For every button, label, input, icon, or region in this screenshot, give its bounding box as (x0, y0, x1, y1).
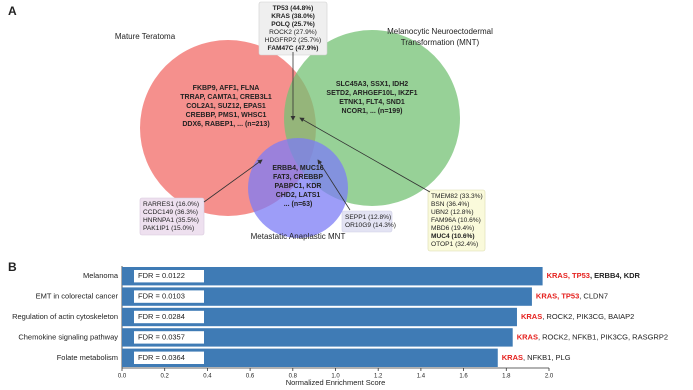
gene-segment: KRAS (521, 312, 542, 321)
gene-item: ROCK2 (27.9%) (269, 29, 317, 36)
category-label: Chemokine signaling pathway (18, 332, 118, 341)
gene-segment: KRAS, TP53 (547, 271, 590, 280)
x-tick-label: 0.6 (246, 374, 255, 380)
gene-box (427, 189, 486, 252)
gene-label: KRAS, TP53, CLDN7 (536, 292, 608, 301)
gene-item: CCDC149 (36.3%) (143, 209, 198, 216)
set-name: Metastatic Anaplastic MNT (251, 232, 346, 241)
x-tick-label: 0.8 (289, 374, 298, 380)
x-tick-label: 1.6 (459, 374, 468, 380)
gene-list: NCOR1, ... (n=199) (342, 108, 403, 115)
gene-list: ERBB4, MUC16 (272, 165, 323, 172)
set-name: Transformation (MNT) (401, 38, 480, 47)
x-tick-label: 0.4 (203, 374, 212, 380)
gene-segment: , ROCK2, PIK3CG, BAIAP2 (542, 312, 634, 321)
gene-segment: KRAS (517, 332, 538, 341)
fdr-box (134, 270, 204, 283)
fdr-box (134, 290, 204, 303)
gene-label: KRAS, TP53, ERBB4, KDR (547, 271, 641, 280)
gene-segment: , CLDN7 (579, 292, 608, 301)
x-tick-label: 1.2 (374, 374, 383, 380)
gene-list: DDX6, RABEP1, ... (n=213) (182, 121, 269, 128)
x-axis-label: Normalized Enrichment Score (286, 378, 386, 387)
gene-item: MUC4 (10.6%) (431, 233, 475, 240)
gene-item: POLQ (25.7%) (271, 21, 315, 28)
panel-label: B (8, 260, 17, 274)
fdr-label: FDR = 0.0122 (138, 271, 185, 280)
arrow (299, 117, 431, 193)
gene-list: PABPC1, KDR (275, 183, 322, 190)
x-tick-label: 0.0 (118, 374, 127, 380)
gene-item: TMEM82 (33.3%) (431, 193, 483, 200)
bar (122, 328, 513, 347)
gene-item: UBN2 (12.8%) (431, 209, 474, 216)
set-name: Mature Teratoma (115, 32, 176, 41)
bar (122, 348, 498, 367)
x-tick-label: 1.8 (502, 374, 511, 380)
gene-segment: KRAS (502, 353, 523, 362)
gene-list: FKBP9, AFF1, FLNA (193, 85, 260, 92)
gene-segment: KRAS, TP53 (536, 292, 579, 301)
gene-list: SETD2, ARHGEF10L, IKZF1 (326, 90, 417, 97)
gene-list: COL2A1, SUZ12, EPAS1 (186, 103, 266, 110)
gene-item: BSN (36.4%) (431, 201, 469, 208)
panel-label: A (8, 4, 17, 18)
gene-label: KRAS, NFKB1, PLG (502, 353, 571, 362)
gene-item: HNRNPA1 (35.5%) (143, 217, 199, 224)
category-label: Regulation of actin cytoskeleton (12, 312, 118, 321)
bar (122, 307, 517, 327)
gene-item: KRAS (38.0%) (271, 13, 315, 20)
fdr-box (134, 310, 204, 324)
gene-item: RARRES1 (16.0%) (143, 201, 199, 208)
bar (122, 287, 532, 306)
gene-item: PAK1IP1 (15.0%) (143, 225, 194, 232)
fdr-box (134, 331, 204, 344)
gene-item: FAM96A (10.6%) (431, 217, 481, 224)
gene-item: HDGFRP2 (25.7%) (265, 37, 321, 44)
x-tick-label: 1.4 (417, 374, 426, 380)
gene-item: OR10G9 (14.3%) (345, 222, 396, 229)
gene-list: ... (n=63) (284, 201, 313, 208)
gene-list: SLC45A3, SSX1, IDH2 (336, 81, 408, 88)
gene-label: KRAS, ROCK2, PIK3CG, BAIAP2 (521, 312, 634, 321)
gene-box (139, 197, 205, 236)
gene-label: KRAS, ROCK2, NFKB1, PIK3CG, RASGRP2 (517, 332, 668, 341)
gene-item: TP53 (44.8%) (273, 5, 314, 12)
gene-list: CREBBP, PMS1, WHSC1 (186, 112, 267, 119)
gene-segment: , ROCK2, NFKB1, PIK3CG, RASGRP2 (538, 332, 668, 341)
fdr-box (134, 351, 204, 364)
x-tick-label: 2.0 (545, 374, 554, 380)
gene-list: TRRAP, CAMTA1, CREB3L1 (180, 94, 272, 101)
gene-item: OTOP1 (32.4%) (431, 241, 478, 248)
fdr-label: FDR = 0.0357 (138, 332, 185, 341)
fdr-label: FDR = 0.0364 (138, 353, 185, 362)
gene-list: ETNK1, FLT4, SND1 (339, 99, 405, 106)
gene-segment: , NFKB1, PLG (523, 353, 571, 362)
gene-box (341, 210, 393, 233)
set-name: Melanocytic Neuroectodermal (387, 27, 493, 36)
gene-segment: , ERBB4, KDR (590, 271, 641, 280)
category-label: Folate metabolism (57, 353, 118, 362)
gene-list: FAT3, CREBBP (273, 174, 323, 181)
gene-item: MBD6 (19.4%) (431, 225, 474, 232)
category-label: Melanoma (83, 271, 119, 280)
set-circle (248, 138, 348, 238)
x-tick-label: 1.0 (331, 374, 340, 380)
gene-item: FAM47C (47.9%) (268, 45, 319, 52)
arrow (317, 159, 351, 211)
gene-item: SEPP1 (12.8%) (345, 214, 391, 221)
fdr-label: FDR = 0.0284 (138, 312, 185, 321)
x-tick-label: 0.2 (161, 374, 170, 380)
bar (122, 267, 543, 286)
arrow (203, 159, 263, 203)
gene-list: CHD2, LATS1 (276, 192, 321, 199)
category-label: EMT in colorectal cancer (36, 292, 119, 301)
fdr-label: FDR = 0.0103 (138, 292, 185, 301)
